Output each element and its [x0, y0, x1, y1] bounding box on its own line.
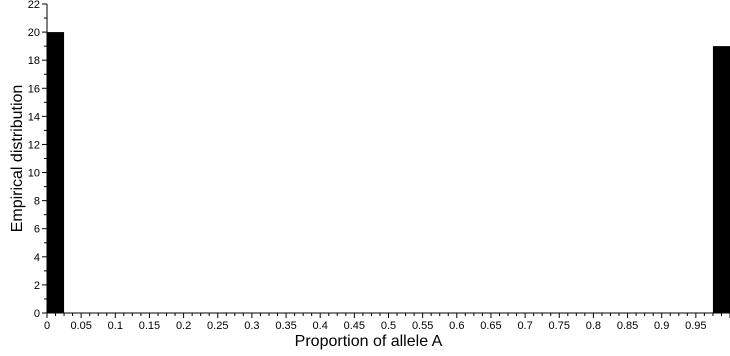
x-tick-label: 0.85	[617, 320, 638, 332]
y-axis-title: Empirical distribution	[9, 85, 26, 233]
y-tick-label: 14	[28, 111, 40, 123]
x-tick-label: 0.15	[139, 320, 160, 332]
x-tick-label: 0.4	[313, 320, 328, 332]
x-tick-label: 0.6	[449, 320, 464, 332]
x-tick-label: 0.45	[344, 320, 365, 332]
x-axis: 0 0.05 0.1 0.15 0.2 0.25 0.3 0.35 0.4 0.45 0.5 0.55…	[44, 312, 730, 332]
y-tick-label: 20	[28, 27, 40, 39]
bar-0	[47, 32, 65, 313]
y-tick-label: 10	[28, 168, 40, 180]
y-tick-label: 18	[28, 55, 40, 67]
x-tick-label: 0.05	[70, 320, 91, 332]
x-tick-label: 0.3	[244, 320, 259, 332]
x-tick-label: 0.55	[412, 320, 433, 332]
y-tick-label: 8	[34, 196, 40, 208]
y-axis: 0 2 4 6 8 10 12 14 16 18 20 22	[28, 0, 48, 320]
x-axis-title: Proportion of allele A	[295, 333, 443, 350]
x-tick-label: 0.95	[685, 320, 706, 332]
x-tick-label: 0.65	[480, 320, 501, 332]
x-tick-label: 0	[44, 320, 50, 332]
y-tick-label: 0	[34, 308, 40, 320]
x-tick-label: 0.25	[207, 320, 228, 332]
x-tick-label: 0.8	[586, 320, 601, 332]
x-tick-label: 0.5	[381, 320, 396, 332]
x-tick-label: 0.2	[176, 320, 191, 332]
x-tick-label: 0.9	[654, 320, 669, 332]
bar-1	[712, 46, 730, 314]
y-tick-label: 22	[28, 0, 40, 11]
x-tick-label: 0.35	[275, 320, 296, 332]
y-tick-label: 6	[34, 224, 40, 236]
x-tick-label: 0.75	[549, 320, 570, 332]
y-tick-label: 4	[34, 252, 40, 264]
x-tick-label: 0.1	[108, 320, 123, 332]
y-tick-label: 12	[28, 139, 40, 151]
y-tick-label: 2	[34, 280, 40, 292]
y-tick-label: 16	[28, 83, 40, 95]
bars-layer	[47, 32, 730, 314]
x-tick-label: 0.7	[517, 320, 532, 332]
